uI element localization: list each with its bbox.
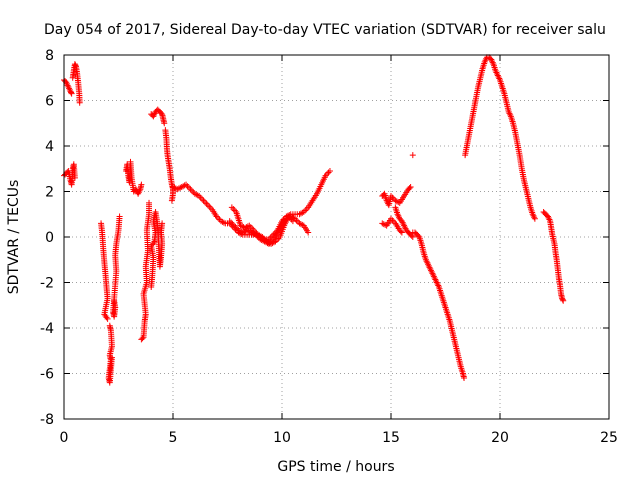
y-tick-label: 0	[45, 230, 54, 246]
data-point	[158, 110, 165, 117]
y-tick-label: 8	[45, 48, 54, 64]
data-point	[395, 199, 402, 206]
data-point	[397, 228, 404, 235]
data-point	[76, 99, 83, 106]
data-point	[138, 181, 145, 188]
y-axis-label: SDTVAR / TECUs	[6, 180, 22, 295]
y-tick-label: -6	[40, 367, 54, 383]
data-point	[220, 219, 227, 226]
chart-title: Day 054 of 2017, Sidereal Day-to-day VTE…	[44, 22, 606, 38]
data-point	[531, 215, 538, 222]
y-tick-label: -4	[40, 321, 54, 337]
data-point	[326, 168, 333, 175]
x-tick-label: 10	[273, 430, 291, 446]
y-tick-label: 6	[45, 94, 54, 110]
data-point	[305, 229, 312, 236]
x-tick-label: 5	[169, 430, 178, 446]
data-point	[559, 296, 566, 303]
data-points	[61, 54, 567, 386]
y-tick-label: 2	[45, 185, 54, 201]
data-point	[161, 120, 168, 127]
x-tick-label: 25	[600, 430, 618, 446]
data-point	[139, 335, 146, 342]
axis-ticks: 0 5 10 15 20 25 -8 -6 -4 -2 0 2 4 6 8	[40, 48, 618, 446]
data-point	[398, 229, 405, 236]
data-point	[116, 213, 123, 220]
x-axis-label: GPS time / hours	[277, 459, 394, 475]
data-point	[382, 221, 389, 228]
y-tick-label: -8	[40, 412, 54, 428]
data-point	[68, 89, 75, 96]
data-point	[407, 183, 414, 190]
data-point	[146, 199, 153, 206]
data-point	[168, 197, 175, 204]
data-point	[159, 220, 166, 227]
data-point	[409, 152, 416, 159]
data-point	[560, 297, 567, 304]
data-point	[461, 375, 468, 382]
data-point	[72, 62, 79, 69]
data-point	[408, 232, 415, 239]
y-tick-label: -2	[40, 276, 54, 292]
data-point	[181, 182, 188, 189]
x-tick-label: 15	[382, 430, 400, 446]
grid	[64, 55, 609, 419]
data-point	[68, 90, 75, 97]
data-point	[289, 218, 296, 225]
data-point	[244, 223, 251, 230]
x-tick-label: 20	[491, 430, 509, 446]
y-tick-label: 4	[45, 139, 54, 155]
data-point	[71, 174, 78, 181]
data-point	[406, 185, 413, 192]
data-point	[108, 354, 115, 361]
x-tick-label: 0	[60, 430, 69, 446]
data-point	[104, 315, 111, 322]
